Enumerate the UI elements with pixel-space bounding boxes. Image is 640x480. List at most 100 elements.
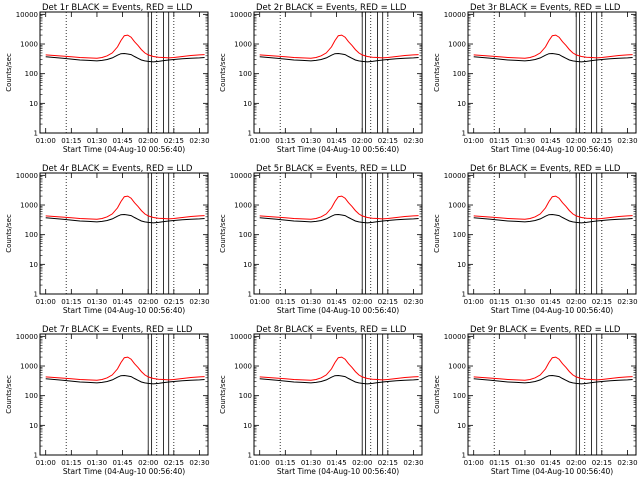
y-tick-label: 100 — [25, 392, 38, 400]
y-tick-label: 100 — [239, 392, 252, 400]
y-tick-label: 10 — [29, 422, 38, 430]
y-tick-label: 1 — [248, 452, 252, 460]
y-axis-label: Counts/sec — [433, 375, 441, 414]
y-tick-label: 100 — [453, 231, 466, 239]
y-tick-label: 1 — [462, 130, 466, 138]
y-tick-label: 1 — [248, 291, 252, 299]
panel-title: Det 8r BLACK = Events, RED = LLD — [256, 325, 407, 335]
y-tick-label: 100 — [239, 231, 252, 239]
series-line-events — [259, 374, 419, 385]
x-axis-label: Start Time (04-Aug-10 00:56:40) — [63, 145, 185, 154]
y-tick-label: 10000 — [16, 172, 38, 180]
y-tick-label: 1000 — [20, 41, 38, 49]
plot-frame — [39, 333, 209, 456]
x-tick-label: 02:15 — [164, 137, 184, 145]
y-axis-label: Counts/sec — [219, 375, 227, 414]
x-tick-label: 02:00 — [352, 137, 372, 145]
panel-title: Det 5r BLACK = Events, RED = LLD — [256, 164, 407, 174]
series-line-lld — [473, 34, 633, 59]
y-tick-label: 1000 — [234, 202, 252, 210]
y-tick-label: 1000 — [448, 41, 466, 49]
detector-panel-4: Det 4r BLACK = Events, RED = LLD Counts/s… — [5, 164, 210, 315]
x-tick-label: 02:30 — [403, 298, 423, 306]
series-line-lld — [473, 356, 633, 381]
x-tick-label: 01:15 — [489, 459, 509, 467]
series-line-lld — [259, 195, 419, 220]
y-tick-label: 1000 — [234, 363, 252, 371]
y-tick-label: 1 — [462, 452, 466, 460]
x-tick-label: 02:15 — [592, 137, 612, 145]
series-line-events — [473, 213, 633, 224]
x-tick-label: 01:15 — [275, 298, 295, 306]
x-tick-label: 01:45 — [326, 137, 346, 145]
y-tick-label: 10 — [457, 100, 466, 108]
y-tick-label: 10 — [243, 100, 252, 108]
x-tick-label: 02:30 — [189, 298, 209, 306]
y-tick-label: 10 — [29, 100, 38, 108]
x-tick-label: 01:30 — [301, 137, 321, 145]
plot-frame — [253, 11, 423, 134]
detector-panel-1: Det 1r BLACK = Events, RED = LLD Counts/s… — [5, 3, 210, 154]
x-tick-label: 02:00 — [352, 298, 372, 306]
y-tick-label: 10000 — [230, 11, 252, 19]
y-axis-label: Counts/sec — [5, 53, 13, 92]
y-tick-label: 10 — [457, 261, 466, 269]
x-tick-label: 01:45 — [112, 298, 132, 306]
plot-frame — [39, 172, 209, 295]
x-axis-label: Start Time (04-Aug-10 00:56:40) — [491, 467, 613, 476]
x-axis-label: Start Time (04-Aug-10 00:56:40) — [63, 306, 185, 315]
plot-frame — [467, 11, 637, 134]
x-tick-label: 01:00 — [250, 298, 270, 306]
x-tick-label: 02:30 — [189, 137, 209, 145]
y-tick-label: 10 — [29, 261, 38, 269]
y-axis-label: Counts/sec — [433, 53, 441, 92]
series-line-lld — [45, 34, 205, 59]
x-tick-label: 01:45 — [540, 298, 560, 306]
y-tick-label: 1 — [34, 291, 38, 299]
panel-title: Det 4r BLACK = Events, RED = LLD — [42, 164, 193, 174]
y-tick-label: 1000 — [234, 41, 252, 49]
series-line-events — [45, 213, 205, 224]
detector-panel-9: Det 9r BLACK = Events, RED = LLD Counts/s… — [433, 325, 638, 476]
x-tick-label: 01:30 — [301, 298, 321, 306]
x-tick-label: 01:45 — [112, 137, 132, 145]
x-axis-label: Start Time (04-Aug-10 00:56:40) — [277, 467, 399, 476]
y-tick-label: 100 — [239, 70, 252, 78]
x-tick-label: 01:00 — [464, 298, 484, 306]
x-tick-label: 01:30 — [515, 298, 535, 306]
x-tick-label: 01:00 — [464, 137, 484, 145]
y-axis-label: Counts/sec — [219, 214, 227, 253]
y-tick-label: 1 — [34, 452, 38, 460]
series-line-events — [45, 52, 205, 63]
panel-title: Det 9r BLACK = Events, RED = LLD — [470, 325, 621, 335]
y-tick-label: 1000 — [20, 202, 38, 210]
x-tick-label: 01:45 — [326, 298, 346, 306]
x-tick-label: 01:45 — [540, 137, 560, 145]
x-tick-label: 02:30 — [617, 298, 637, 306]
x-tick-label: 01:30 — [87, 459, 107, 467]
x-tick-label: 01:00 — [36, 137, 56, 145]
x-tick-label: 01:00 — [250, 137, 270, 145]
y-tick-label: 100 — [25, 70, 38, 78]
y-tick-label: 1000 — [448, 202, 466, 210]
plot-frame — [253, 172, 423, 295]
panel-title: Det 3r BLACK = Events, RED = LLD — [470, 3, 621, 13]
x-axis-label: Start Time (04-Aug-10 00:56:40) — [491, 145, 613, 154]
x-tick-label: 02:00 — [138, 459, 158, 467]
x-tick-label: 02:15 — [378, 298, 398, 306]
y-tick-label: 10000 — [16, 11, 38, 19]
series-line-events — [259, 52, 419, 63]
x-tick-label: 02:30 — [189, 459, 209, 467]
x-tick-label: 01:30 — [515, 137, 535, 145]
y-tick-label: 10 — [243, 422, 252, 430]
detector-panel-8: Det 8r BLACK = Events, RED = LLD Counts/s… — [219, 325, 424, 476]
y-tick-label: 100 — [453, 70, 466, 78]
x-tick-label: 02:30 — [403, 459, 423, 467]
x-tick-label: 02:00 — [352, 459, 372, 467]
x-tick-label: 01:15 — [61, 137, 81, 145]
y-tick-label: 1 — [462, 291, 466, 299]
x-axis-label: Start Time (04-Aug-10 00:56:40) — [277, 306, 399, 315]
series-line-events — [473, 52, 633, 63]
x-tick-label: 01:30 — [515, 459, 535, 467]
x-tick-label: 02:15 — [378, 137, 398, 145]
